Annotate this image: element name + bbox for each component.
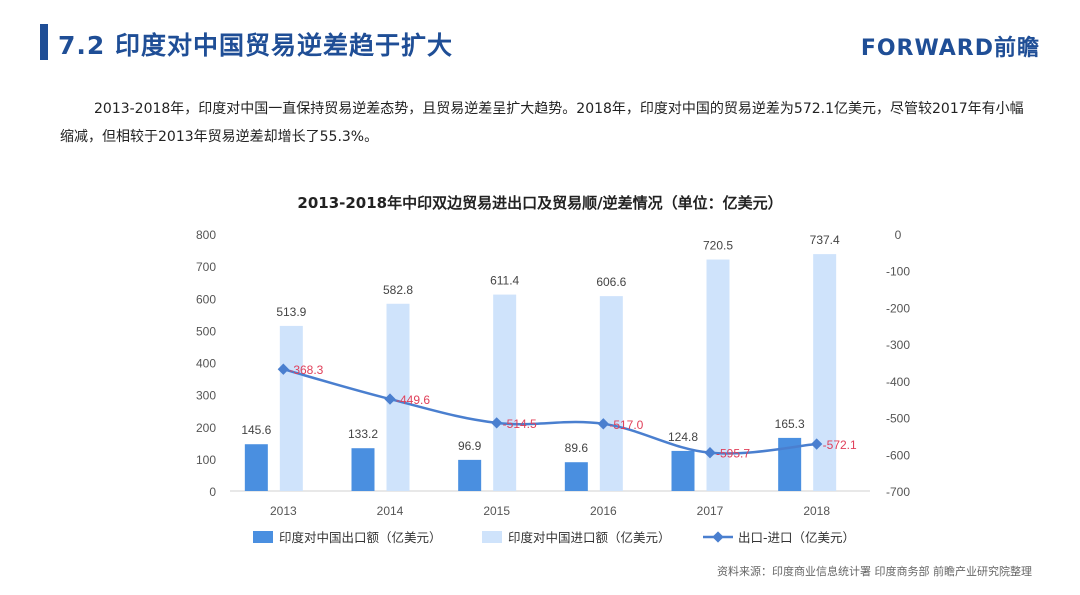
balance-point — [704, 447, 716, 459]
import-bar — [493, 294, 517, 491]
bar-labels: 145.6 513.9 133.2 582.8 96.9 611.4 89.6 606.6 12… — [241, 233, 840, 455]
left-tick-label: 200 — [196, 421, 216, 435]
export-bar — [351, 448, 375, 491]
right-tick-label: -400 — [886, 375, 910, 389]
x-tick-label: 2016 — [590, 504, 617, 518]
balance-label: -572.1 — [823, 438, 857, 452]
export-bar-label: 89.6 — [565, 441, 589, 455]
right-tick-label: -600 — [886, 448, 910, 462]
legend-label-balance: 出口-进口（亿美元） — [738, 530, 855, 545]
right-tick-label: -500 — [886, 412, 910, 426]
right-tick-label: 0 — [895, 228, 902, 242]
balance-label: -595.7 — [716, 447, 750, 461]
left-tick-label: 800 — [196, 228, 216, 242]
x-tick-label: 2013 — [270, 504, 297, 518]
bars — [244, 254, 837, 491]
balance-line-series: -368.3 -449.6 -514.5 -517.0 -595.7 -572.1 — [277, 363, 857, 461]
import-bar — [599, 296, 623, 491]
left-tick-label: 500 — [196, 324, 216, 338]
export-bar — [671, 450, 695, 491]
balance-point — [491, 417, 503, 429]
balance-label: -514.5 — [503, 417, 537, 431]
balance-label: -449.6 — [396, 393, 430, 407]
left-tick-label: 300 — [196, 389, 216, 403]
balance-label: -368.3 — [289, 363, 323, 377]
import-bar-label: 606.6 — [596, 275, 626, 289]
left-axis: 0 100 200 300 400 500 600 700 800 — [196, 228, 216, 499]
balance-label: -517.0 — [609, 418, 643, 432]
export-bar-label: 145.6 — [241, 423, 271, 437]
balance-point — [277, 363, 289, 375]
page-title: 7.2 印度对中国贸易逆差趋于扩大 — [58, 31, 453, 60]
export-bar-label: 165.3 — [775, 417, 805, 431]
left-tick-label: 400 — [196, 357, 216, 371]
data-source: 资料来源：印度商业信息统计署 印度商务部 前瞻产业研究院整理 — [717, 565, 1032, 578]
import-bar — [706, 259, 730, 491]
right-tick-label: -300 — [886, 338, 910, 352]
right-axis: 0 -100 -200 -300 -400 -500 -600 -700 — [886, 228, 910, 499]
import-bar — [813, 254, 837, 491]
export-bar — [458, 459, 482, 491]
import-bar-label: 611.4 — [490, 274, 519, 288]
left-tick-label: 600 — [196, 292, 216, 306]
import-bar — [386, 303, 410, 491]
export-bar — [244, 444, 268, 491]
export-bar-label: 133.2 — [348, 427, 378, 441]
export-bar — [564, 462, 588, 491]
import-bar-label: 582.8 — [383, 283, 413, 297]
x-tick-label: 2018 — [803, 504, 830, 518]
import-bar — [279, 325, 303, 491]
x-axis: 2013 2014 2015 2016 2017 2018 — [270, 504, 830, 518]
balance-line — [282, 368, 817, 455]
legend-swatch-marker — [712, 531, 724, 543]
left-tick-label: 100 — [196, 453, 216, 467]
legend: 印度对中国出口额（亿美元） 印度对中国进口额（亿美元） 出口-进口（亿美元） — [253, 530, 855, 545]
chart-title: 2013-2018年中印双边贸易进出口及贸易顺/逆差情况（单位：亿美元） — [297, 194, 783, 212]
export-bar — [778, 437, 802, 491]
import-bar-label: 737.4 — [810, 233, 840, 247]
export-bar-label: 124.8 — [668, 430, 698, 444]
x-tick-label: 2014 — [377, 504, 404, 518]
balance-point — [384, 393, 396, 405]
right-tick-label: -700 — [886, 485, 910, 499]
left-tick-label: 0 — [209, 485, 216, 499]
x-tick-label: 2017 — [697, 504, 724, 518]
right-tick-label: -200 — [886, 301, 910, 315]
legend-label-import: 印度对中国进口额（亿美元） — [508, 530, 671, 545]
title-accent-bar — [40, 24, 48, 60]
right-tick-label: -100 — [886, 265, 910, 279]
legend-swatch-export — [253, 531, 273, 543]
brand-logo: FORWARD前瞻 — [860, 36, 1040, 61]
balance-point — [597, 418, 609, 430]
export-bar-label: 96.9 — [458, 439, 482, 453]
import-bar-label: 513.9 — [276, 305, 306, 319]
legend-label-export: 印度对中国出口额（亿美元） — [279, 530, 442, 545]
summary-paragraph: 2013-2018年，印度对中国一直保持贸易逆差态势，且贸易逆差呈扩大趋势。20… — [60, 101, 1024, 145]
import-bar-label: 720.5 — [703, 239, 733, 253]
legend-swatch-import — [482, 531, 502, 543]
x-tick-label: 2015 — [483, 504, 510, 518]
left-tick-label: 700 — [196, 260, 216, 274]
balance-point — [811, 438, 823, 450]
